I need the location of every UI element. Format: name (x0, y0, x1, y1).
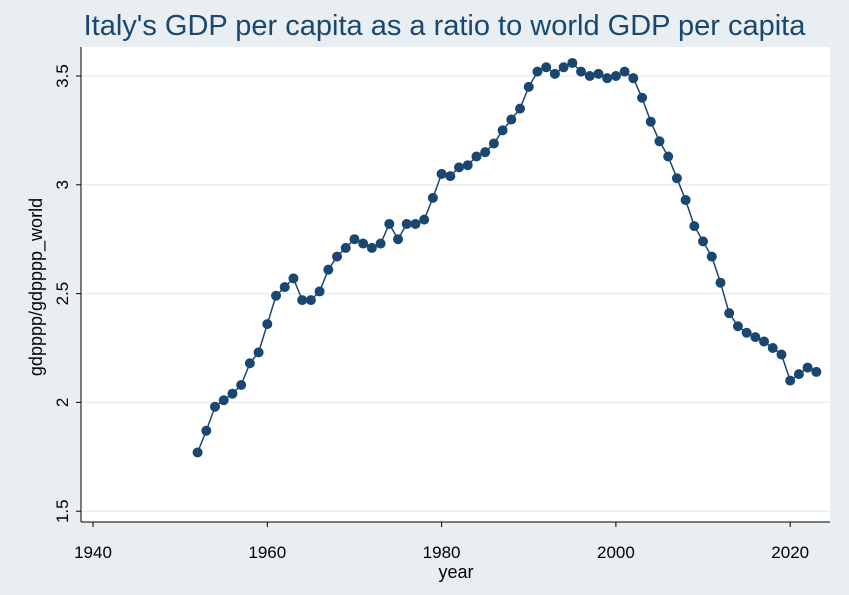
data-point (480, 147, 491, 158)
data-point (515, 103, 526, 114)
data-point (227, 388, 238, 399)
data-point (706, 251, 717, 262)
data-point (584, 71, 595, 81)
data-point (454, 162, 465, 173)
y-tick-label: 3.5 (53, 64, 72, 88)
data-point (741, 327, 752, 338)
x-tick-label: 1980 (423, 543, 461, 562)
axes (76, 47, 830, 527)
data-point (811, 366, 822, 377)
data-point (628, 73, 639, 84)
data-point (271, 290, 282, 301)
data-point (262, 319, 273, 330)
data-point (244, 358, 255, 369)
y-axis-label: gdpppp/gdpppp_world (26, 198, 47, 376)
data-point (358, 238, 369, 249)
data-point (785, 375, 796, 386)
data-point (305, 295, 316, 306)
data-point (541, 62, 552, 73)
y-tick-label: 3 (53, 180, 72, 189)
data-point (619, 66, 630, 77)
x-axis-label: year (438, 562, 473, 582)
x-tick-label: 2020 (771, 543, 809, 562)
data-point (506, 114, 517, 125)
data-point (436, 168, 447, 179)
data-point (323, 264, 334, 275)
data-point (602, 73, 613, 84)
x-tick-label: 2000 (597, 543, 635, 562)
data-point (393, 234, 404, 245)
data-point (366, 242, 377, 253)
tick-labels: 1.5 2 2.5 3 3.5 1940 1960 1980 2000 2020 (53, 64, 809, 562)
data-point (671, 173, 682, 184)
data-point (445, 171, 456, 182)
x-tick-label: 1940 (74, 543, 112, 562)
data-point (253, 347, 264, 358)
data-point (637, 92, 648, 103)
data-point (314, 286, 325, 297)
data-point (663, 151, 674, 162)
data-point (576, 66, 587, 77)
data-point (767, 343, 778, 353)
x-tick-label: 1960 (248, 543, 286, 562)
data-point (759, 336, 770, 347)
data-point (802, 362, 813, 373)
data-point (488, 138, 499, 149)
data-point (610, 71, 621, 81)
data-point (732, 321, 743, 332)
data-point (593, 68, 604, 79)
data-point (349, 234, 360, 245)
series-group (192, 57, 822, 458)
data-point (462, 160, 473, 171)
data-point (645, 116, 656, 127)
y-tick-label: 1.5 (53, 499, 72, 523)
data-point (776, 349, 787, 360)
data-point (680, 195, 691, 206)
data-point (410, 218, 421, 229)
data-point (715, 277, 726, 288)
data-point (549, 68, 560, 79)
data-point (698, 236, 709, 247)
data-point (332, 251, 343, 262)
data-point (471, 151, 482, 162)
data-point (654, 136, 665, 147)
data-point (218, 395, 229, 406)
data-point (523, 81, 534, 92)
data-point (279, 282, 290, 293)
data-point (419, 214, 430, 225)
data-point (427, 192, 438, 203)
plot-area (81, 47, 830, 522)
data-point (558, 62, 569, 73)
data-point (567, 57, 578, 68)
data-point (750, 332, 761, 343)
data-point (192, 447, 203, 458)
data-point (288, 273, 299, 284)
data-point (236, 379, 247, 390)
data-point (384, 218, 395, 229)
data-point (401, 218, 412, 229)
data-point (375, 238, 386, 249)
data-point (793, 369, 804, 380)
data-point (210, 401, 221, 412)
y-tick-label: 2 (53, 398, 72, 407)
data-point (201, 425, 212, 436)
data-point (340, 242, 351, 253)
data-point (297, 295, 308, 306)
chart-title: Italy's GDP per capita as a ratio to wor… (83, 10, 806, 42)
data-point (532, 66, 543, 77)
data-point (497, 125, 508, 136)
y-tick-label: 2.5 (53, 282, 72, 306)
data-point (689, 221, 700, 232)
gridlines (81, 75, 830, 512)
data-point (724, 308, 735, 319)
